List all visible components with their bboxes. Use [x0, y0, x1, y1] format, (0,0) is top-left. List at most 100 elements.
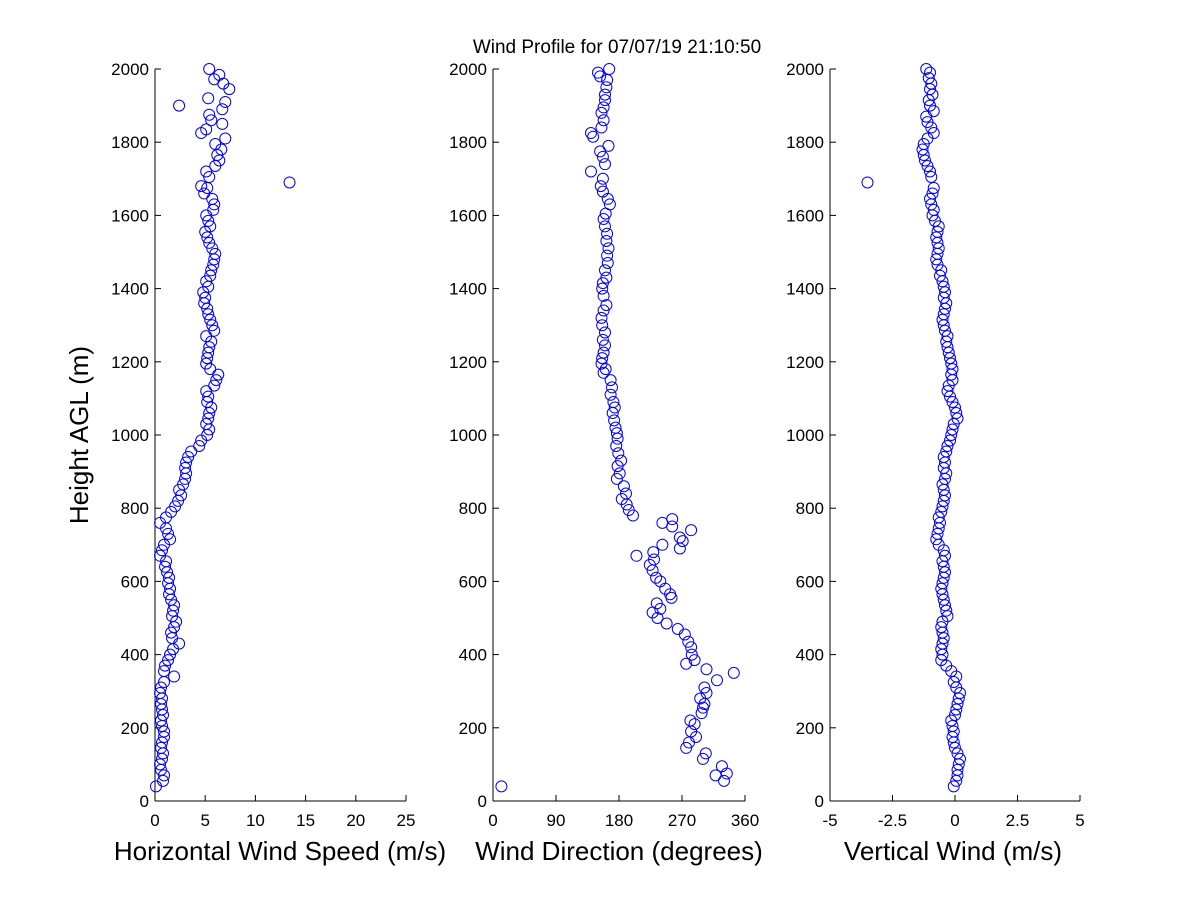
direction-data-point: [600, 81, 613, 94]
speed-x-tick-label: 10: [246, 811, 265, 830]
direction-data-point: [600, 271, 613, 284]
direction-data-point: [602, 139, 615, 152]
speed-x-tick-label: 20: [346, 811, 365, 830]
direction-data-point: [695, 707, 708, 720]
vertical-wind-data-point: [946, 423, 959, 436]
direction-panel: 0 200 400 600 800 1000 1200 1400 1600 1800 2000 0 90…: [449, 60, 763, 866]
direction-y-tick-label: 1400: [449, 280, 487, 299]
direction-data-point: [697, 752, 709, 765]
speed-y-tick-label: 600: [121, 572, 149, 591]
direction-y-tick-label: 2000: [449, 60, 487, 79]
direction-x-tick-label: 180: [605, 811, 633, 830]
vertical-wind-data-point: [939, 566, 951, 579]
direction-data-point: [606, 381, 618, 394]
direction-data-point: [596, 319, 609, 332]
direction-data-point: [596, 185, 609, 198]
vertical-wind-data-point: [927, 203, 940, 216]
vertical-wind-data-point: [936, 313, 949, 326]
vertical-wind-data-point: [942, 346, 955, 359]
vertical-wind-data-point: [952, 692, 965, 705]
speed-y-tick-label: 1200: [111, 353, 149, 372]
speed-data-point: [283, 176, 296, 189]
speed-data-point: [203, 170, 216, 183]
speed-data-point: [204, 269, 217, 282]
direction-data-point: [709, 769, 722, 782]
direction-y-tick-label: 1600: [449, 206, 487, 225]
vertical-wind-y-tick-label: 1600: [786, 206, 824, 225]
shared-y-axis-label: Height AGL (m): [64, 346, 94, 524]
direction-y-tick-label: 800: [459, 499, 487, 518]
direction-data-point: [660, 617, 673, 630]
speed-data-point: [159, 659, 172, 672]
speed-data-point: [213, 68, 226, 81]
direction-data-point: [595, 311, 608, 324]
vertical-wind-data-point: [950, 407, 963, 420]
vertical-wind-data-point: [950, 703, 963, 716]
vertical-wind-data-point: [936, 577, 949, 590]
direction-data-point: [727, 666, 740, 679]
vertical-wind-y-tick-label: 600: [796, 572, 824, 591]
vertical-wind-data-point: [927, 181, 940, 194]
direction-y-tick-label: 1200: [449, 353, 487, 372]
direction-data-point: [597, 346, 610, 359]
speed-data-point: [209, 247, 222, 260]
vertical-wind-data-point: [951, 698, 964, 711]
direction-data-point: [592, 66, 604, 79]
speed-data-point: [162, 654, 175, 667]
speed-data-point: [162, 527, 175, 540]
direction-data-point: [599, 158, 611, 171]
speed-data-point: [203, 63, 216, 75]
speed-data-point: [200, 385, 213, 398]
vertical-wind-data-point: [930, 231, 943, 244]
vertical-wind-data-point: [916, 143, 929, 156]
vertical-wind-data-point: [930, 253, 943, 266]
direction-data-point: [680, 657, 693, 670]
speed-y-tick-label: 1800: [111, 133, 149, 152]
vertical-wind-data-point: [924, 99, 936, 112]
speed-data-point: [200, 418, 213, 431]
direction-data-point: [673, 531, 686, 544]
direction-x-tick-label: 90: [547, 811, 566, 830]
vertical-wind-y-tick-label: 2000: [786, 60, 824, 79]
figure-title: Wind Profile for 07/07/19 21:10:50: [473, 37, 761, 58]
speed-data-point: [203, 341, 216, 354]
speed-data-point: [202, 346, 215, 359]
direction-data-point: [596, 282, 609, 295]
direction-data-point: [684, 714, 697, 727]
direction-data-point: [610, 439, 623, 452]
vertical-wind-x-tick-label: -2.5: [878, 811, 907, 830]
vertical-wind-data-point: [922, 72, 935, 85]
direction-data-point: [612, 447, 625, 460]
direction-data-point: [656, 538, 669, 551]
speed-data-point: [163, 571, 176, 584]
direction-x-tick-label: 270: [668, 811, 696, 830]
speed-data-point: [206, 319, 219, 332]
vertical-wind-y-tick-label: 1800: [786, 133, 824, 152]
direction-data-point: [676, 535, 689, 548]
speed-data-point: [205, 114, 218, 127]
speed-y-tick-label: 1400: [111, 280, 149, 299]
direction-data-point: [688, 654, 701, 667]
speed-x-tick-label: 25: [397, 811, 416, 830]
speed-y-tick-label: 0: [140, 792, 149, 811]
speed-data-point: [216, 103, 229, 116]
direction-data-point: [617, 480, 630, 493]
direction-y-tick-label: 200: [459, 719, 487, 738]
vertical-wind-data-point: [924, 192, 936, 205]
speed-data-point: [210, 374, 223, 387]
direction-y-tick-label: 1000: [449, 426, 487, 445]
direction-data-point: [622, 504, 635, 517]
speed-data-point: [209, 138, 222, 151]
speed-data-point: [155, 681, 168, 694]
speed-data-point: [201, 231, 214, 244]
vertical-wind-data-point: [945, 357, 958, 370]
vertical-wind-data-point: [939, 549, 951, 562]
speed-data-point: [173, 99, 186, 112]
vertical-wind-data-point: [939, 286, 951, 299]
vertical-wind-data-point: [939, 489, 951, 502]
direction-data-point: [609, 421, 622, 434]
speed-y-tick-label: 400: [121, 646, 149, 665]
speed-data-point: [195, 180, 208, 193]
direction-data-point: [597, 213, 610, 226]
speed-data-point: [203, 108, 216, 121]
